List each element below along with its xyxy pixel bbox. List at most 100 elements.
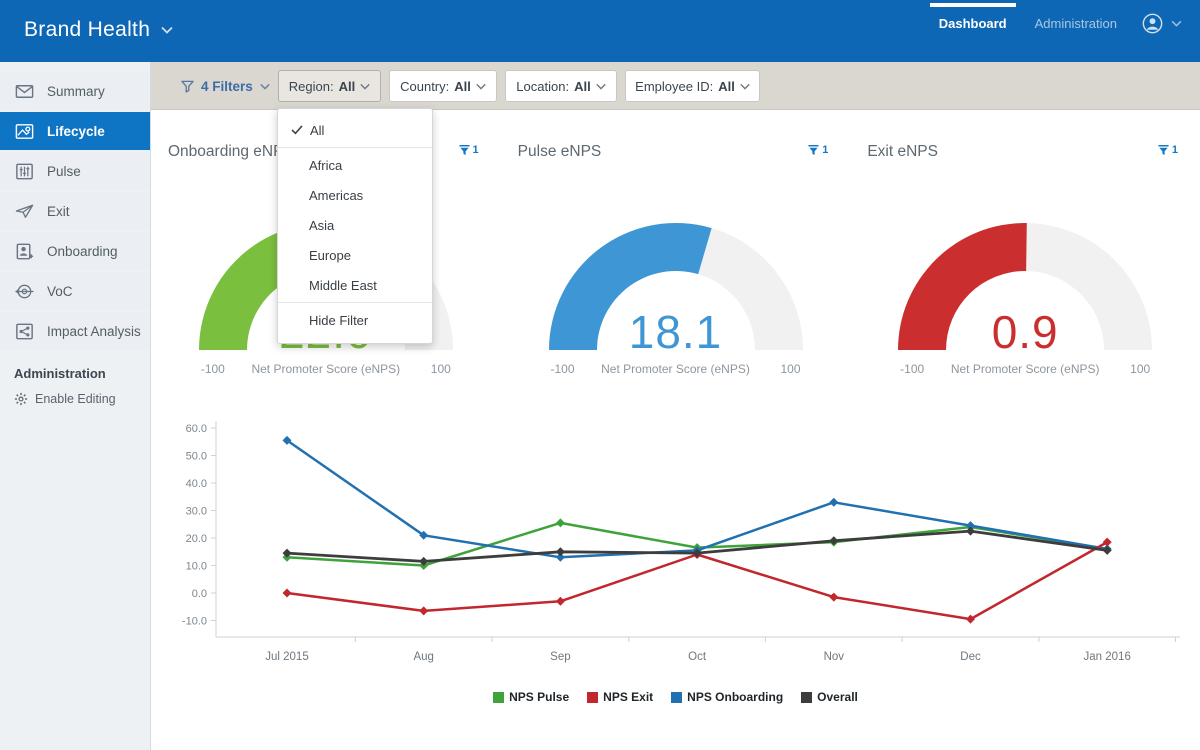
gauge-min-label: -100 (900, 362, 925, 376)
chevron-down-icon (360, 83, 370, 90)
card-exit-enps: Exit eNPS 1 0.9 -100 100 Net Promoter Sc… (850, 110, 1200, 440)
sidebar: Summary Lifecycle Pulse Exit (0, 62, 151, 750)
gauge-center-label: Net Promoter Score (eNPS) (601, 362, 750, 376)
filter-dropdown-region[interactable]: Region: All (278, 70, 381, 102)
card-title: Onboarding eNPS (168, 143, 294, 160)
nps-trend-line-chart: 60.0 50.0 40.0 30.0 20.0 10.0 0.0 -10.0 Jul 2015… (182, 421, 1180, 663)
chart-legend: NPS Pulse NPS Exit NPS Onboarding Overal… (151, 690, 1200, 704)
legend-label: NPS Exit (603, 690, 654, 704)
sidebar-item-label: Impact Analysis (47, 323, 141, 339)
svg-text:Jul 2015: Jul 2015 (265, 651, 308, 663)
chevron-down-icon (1171, 20, 1182, 27)
svg-text:0.0: 0.0 (192, 588, 207, 600)
filter-funnel-icon (1158, 144, 1169, 155)
dropdown-option-europe[interactable]: Europe (278, 240, 432, 270)
filters-summary-label: 4 Filters (201, 78, 253, 94)
card-filter-badge[interactable]: 1 (459, 144, 479, 156)
dropdown-option-middle-east[interactable]: Middle East (278, 270, 432, 300)
dropdown-option-americas[interactable]: Americas (278, 180, 432, 210)
sidebar-item-exit[interactable]: Exit (0, 192, 150, 230)
app-title: Brand Health (24, 18, 151, 41)
checkmark-icon (291, 125, 303, 135)
gauge-center-label: Net Promoter Score (eNPS) (950, 362, 1100, 376)
filter-value: All (454, 78, 471, 94)
gauge-arc (546, 218, 806, 359)
dropdown-option-africa[interactable]: Africa (278, 150, 432, 180)
sidebar-item-lifecycle[interactable]: Lifecycle (0, 112, 150, 150)
main-content: 4 Filters Region: All Country: All Locat… (151, 62, 1200, 750)
region-dropdown-menu: All Africa Americas Asia Europe Middle E… (277, 108, 433, 344)
gear-icon (14, 392, 28, 406)
dropdown-hide-filter[interactable]: Hide Filter (278, 305, 432, 335)
legend-swatch (493, 691, 505, 703)
legend-item-nps-pulse[interactable]: NPS Pulse (493, 690, 569, 704)
svg-text:50.0: 50.0 (186, 451, 207, 463)
sidebar-item-voc[interactable]: VoC (0, 272, 150, 310)
gauge-value: 18.1 (628, 306, 723, 358)
legend-item-nps-onboarding[interactable]: NPS Onboarding (671, 690, 783, 704)
header-nav: Dashboard Administration (929, 3, 1182, 34)
filter-label: Region: (288, 78, 334, 94)
chevron-down-icon (161, 26, 173, 34)
share-network-icon (16, 323, 33, 339)
filter-dropdown-location[interactable]: Location: All (505, 70, 617, 102)
sidebar-item-label: Onboarding (47, 243, 118, 259)
card-filter-badge[interactable]: 1 (1158, 144, 1178, 156)
sidebar-item-impact-analysis[interactable]: Impact Analysis (0, 312, 150, 350)
tab-dashboard[interactable]: Dashboard (929, 3, 1016, 31)
svg-text:Sep: Sep (550, 651, 570, 663)
dropdown-option-label: Africa (309, 157, 343, 173)
chevron-down-icon (740, 83, 750, 90)
envelope-icon (15, 84, 34, 98)
legend-swatch (587, 691, 599, 703)
filter-value: All (574, 78, 591, 94)
svg-text:Jan 2016: Jan 2016 (1084, 651, 1131, 663)
gauge-exit: 0.9 (895, 218, 1155, 358)
svg-text:-10.0: -10.0 (182, 616, 207, 628)
legend-item-nps-exit[interactable]: NPS Exit (587, 690, 653, 704)
filter-badge-count: 1 (1171, 144, 1179, 156)
sidebar-item-summary[interactable]: Summary (0, 72, 150, 110)
filters-summary-button[interactable]: 4 Filters (181, 62, 270, 110)
legend-label: Overall (817, 690, 858, 704)
enable-editing-label: Enable Editing (35, 392, 116, 406)
sidebar-item-label: VoC (47, 283, 73, 299)
filter-badge-count: 1 (822, 144, 829, 156)
gauge-axis-labels: -100 100 (191, 362, 461, 376)
gauge-min-label: -100 (550, 362, 575, 376)
sidebar-item-label: Summary (47, 83, 105, 99)
filter-badge-count: 1 (472, 144, 479, 156)
svg-text:40.0: 40.0 (186, 478, 207, 490)
user-plus-icon (16, 243, 34, 259)
user-menu[interactable] (1142, 13, 1182, 34)
sidebar-item-onboarding[interactable]: Onboarding (0, 232, 150, 270)
sidebar-admin-heading: Administration (14, 366, 106, 381)
app-title-menu[interactable]: Brand Health (24, 18, 173, 42)
dropdown-option-asia[interactable]: Asia (278, 210, 432, 240)
filter-value: All (718, 78, 735, 94)
dropdown-option-label: Americas (309, 187, 364, 203)
sidebar-item-pulse[interactable]: Pulse (0, 152, 150, 190)
dropdown-option-all[interactable]: All (278, 115, 432, 145)
filter-dropdown-country[interactable]: Country: All (389, 70, 497, 102)
gauge-value: 0.9 (991, 306, 1059, 358)
card-filter-badge[interactable]: 1 (808, 144, 828, 156)
filter-bar: 4 Filters Region: All Country: All Locat… (151, 62, 1200, 110)
svg-text:20.0: 20.0 (186, 533, 207, 545)
svg-text:60.0: 60.0 (186, 423, 207, 435)
filter-dropdown-employee-id[interactable]: Employee ID: All (625, 70, 760, 102)
gauge-arc (895, 218, 1155, 359)
app-header: Brand Health Dashboard Administration (0, 0, 1200, 62)
svg-text:Aug: Aug (413, 651, 433, 663)
filter-label: Country: (400, 78, 450, 94)
enable-editing-button[interactable]: Enable Editing (14, 392, 150, 406)
gauge-pulse: 18.1 (546, 218, 806, 358)
dropdown-option-label: Europe (309, 247, 351, 263)
sidebar-item-label: Lifecycle (47, 123, 105, 139)
legend-item-overall[interactable]: Overall (801, 690, 858, 704)
dropdown-separator (278, 147, 432, 148)
svg-text:30.0: 30.0 (186, 506, 207, 518)
gauge-min-label: -100 (200, 362, 225, 376)
gauge-max-label: 100 (430, 362, 451, 376)
tab-administration[interactable]: Administration (1034, 16, 1117, 31)
